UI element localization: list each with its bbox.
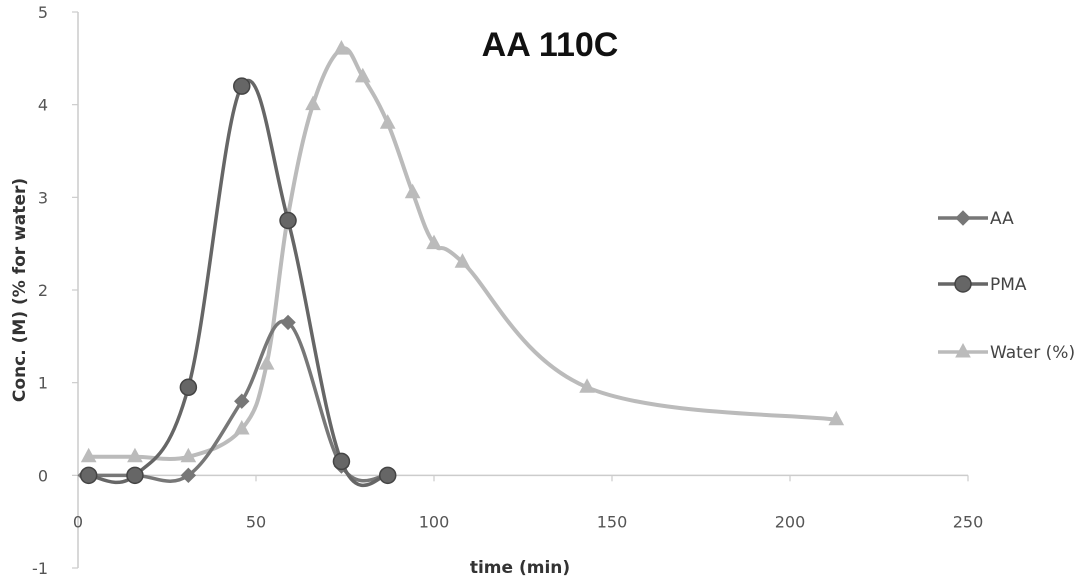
legend-item-water: Water (%) (938, 342, 1075, 363)
series-aa-point (180, 467, 197, 484)
y-tick-label: 5 (38, 3, 48, 22)
series-water-point (180, 447, 197, 463)
series-water-point (379, 114, 396, 129)
y-tick-label: 2 (38, 281, 48, 300)
x-tick-label: 200 (775, 512, 806, 531)
series-pma-point (332, 452, 351, 471)
series-water-point (354, 67, 371, 83)
series-water-point (233, 419, 250, 435)
legend-label: AA (990, 209, 1014, 229)
y-tick-label: 0 (38, 466, 48, 485)
series-water-point (333, 40, 350, 55)
series-water-point (404, 183, 421, 199)
x-tick-label: 0 (73, 512, 83, 531)
legend-swatch-point (955, 342, 971, 358)
series-pma (79, 77, 397, 488)
series-water (80, 40, 845, 463)
legend-swatch-point (955, 210, 971, 226)
series-pma-point (279, 211, 297, 230)
series-pma-point (233, 77, 251, 95)
y-tick-label: 4 (38, 96, 48, 115)
series-water-point (828, 410, 845, 426)
series-water-point (305, 95, 321, 111)
series-water-point (258, 355, 275, 370)
legend: AA PMA Water (%) (938, 209, 1075, 363)
series-water-point (127, 447, 143, 463)
series-water-point (579, 378, 595, 393)
x-tick-label: 100 (419, 512, 450, 531)
series-water-line (88, 46, 837, 461)
y-axis-title: Conc. (M) (% for water) (10, 178, 30, 402)
y-tick-label: 3 (38, 188, 48, 207)
series-aa-point (234, 393, 250, 409)
series-pma-line (88, 78, 389, 488)
y-tick-label: 1 (38, 374, 48, 393)
legend-label: PMA (990, 275, 1027, 295)
legend-swatch-point (954, 275, 972, 293)
legend-item-pma: PMA (938, 275, 1027, 295)
chart-title: AA 110C (482, 26, 619, 64)
legend-item-aa: AA (938, 209, 1014, 229)
x-tick-label: 50 (246, 512, 266, 531)
x-axis-title: time (min) (470, 558, 570, 578)
series-layer (77, 40, 845, 488)
series-pma-point (179, 378, 198, 397)
series-pma-point (79, 466, 98, 485)
legend-label: Water (%) (990, 343, 1075, 363)
y-tick-label: -1 (32, 559, 48, 578)
x-tick-label: 150 (597, 512, 628, 531)
series-water-point (80, 447, 97, 463)
series-aa-point (280, 314, 296, 331)
x-tick-label: 250 (953, 512, 984, 531)
series-water-point (454, 253, 471, 268)
series-pma-point (126, 466, 144, 485)
series-pma-point (378, 466, 397, 485)
series-water-point (426, 234, 442, 250)
